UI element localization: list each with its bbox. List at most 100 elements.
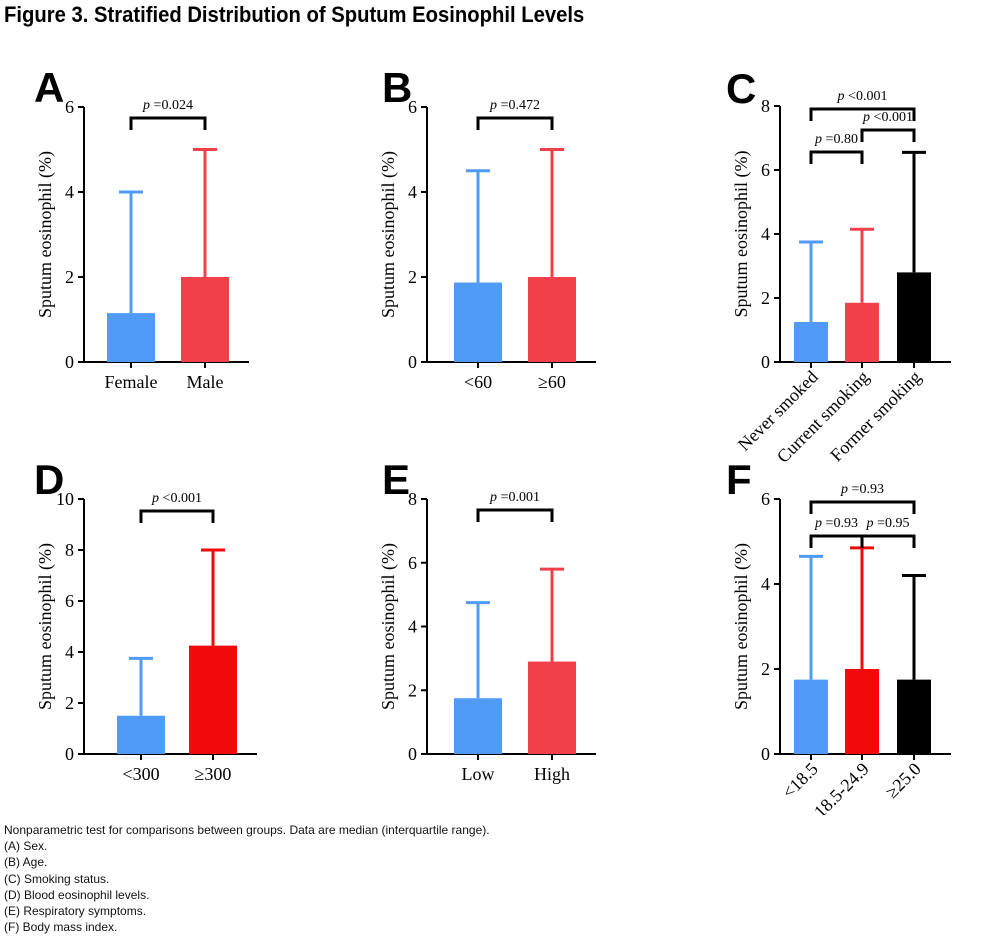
y-axis-label: Sputum eosinophil (%) xyxy=(731,151,752,318)
y-tick-label: 4 xyxy=(761,574,770,594)
y-tick-label: 2 xyxy=(761,659,770,679)
p-value-label: p =0.80 xyxy=(814,132,858,147)
y-axis-label: Sputum eosinophil (%) xyxy=(731,543,752,710)
p-value-label: p <0.001 xyxy=(837,89,888,104)
p-value: =0.93 xyxy=(822,516,858,531)
x-tick-label: Female xyxy=(105,372,158,392)
footnote-f: (F) Body mass index. xyxy=(4,920,118,935)
x-tick-label: Current smoking xyxy=(773,367,873,467)
y-tick-label: 6 xyxy=(408,97,417,117)
significance-bracket xyxy=(809,150,864,164)
y-tick-label: 0 xyxy=(408,352,417,372)
y-tick-label: 0 xyxy=(65,352,74,372)
bar xyxy=(107,313,155,362)
y-axis-label: Sputum eosinophil (%) xyxy=(35,543,56,710)
p-value-label: p <0.001 xyxy=(151,491,202,506)
p-value: <0.001 xyxy=(845,89,888,104)
bar xyxy=(845,669,879,754)
y-tick-label: 6 xyxy=(761,489,770,509)
significance-bracket xyxy=(809,534,864,548)
x-tick-label: ≥25.0 xyxy=(881,759,924,802)
significance-bracket xyxy=(476,116,554,130)
panel-e: E 0 2 4 6 8 Sputum eosinophil (%) Low High p =0.0… xyxy=(378,456,596,784)
footnote-d: (D) Blood eosinophil levels. xyxy=(4,887,150,902)
x-tick-label: Male xyxy=(187,372,224,392)
p-symbol: p xyxy=(142,98,150,113)
panel-letter: A xyxy=(34,64,64,111)
p-value: =0.95 xyxy=(874,516,910,531)
p-symbol: p xyxy=(489,490,497,505)
significance-bracket xyxy=(860,534,916,548)
y-tick-label: 10 xyxy=(56,489,74,509)
y-axis-label: Sputum eosinophil (%) xyxy=(378,543,399,710)
y-tick-label: 0 xyxy=(761,352,770,372)
y-tick-label: 0 xyxy=(408,744,417,764)
y-tick-label: 2 xyxy=(408,680,417,700)
significance-bracket xyxy=(476,508,554,522)
x-tick-label: High xyxy=(534,764,570,784)
bar xyxy=(181,277,229,362)
bar xyxy=(528,661,576,754)
bar xyxy=(794,322,828,362)
bar xyxy=(189,645,237,754)
p-value-label: p =0.93 xyxy=(840,482,884,497)
p-value: <0.001 xyxy=(870,110,913,125)
y-axis-label: Sputum eosinophil (%) xyxy=(378,151,399,318)
x-tick-label: <300 xyxy=(122,764,159,784)
y-tick-label: 4 xyxy=(65,642,74,662)
x-tick-label: 18.5-24.9 xyxy=(810,759,873,815)
p-value: =0.024 xyxy=(150,98,193,113)
p-symbol: p xyxy=(814,132,822,147)
footnote-b: (B) Age. xyxy=(4,855,48,870)
bar xyxy=(117,715,165,754)
p-value: =0.93 xyxy=(848,482,884,497)
y-tick-label: 2 xyxy=(761,288,770,308)
p-value: =0.472 xyxy=(497,98,540,113)
p-symbol: p xyxy=(489,98,497,113)
panel-f: F 0 2 4 6 Sputum eosinophil (%) <18.518.5-24.9… xyxy=(726,456,951,815)
panel-d: D 0 2 4 6 8 10 Sputum eosinophil (%) <300 ≥300 p <… xyxy=(34,456,257,784)
panel-letter: C xyxy=(726,65,756,112)
p-value: <0.001 xyxy=(159,491,202,506)
y-tick-label: 8 xyxy=(408,489,417,509)
bar xyxy=(897,679,931,754)
y-tick-label: 6 xyxy=(761,160,770,180)
y-tick-label: 4 xyxy=(65,182,74,202)
y-tick-label: 4 xyxy=(408,617,417,637)
footnote-e: (E) Respiratory symptoms. xyxy=(4,904,147,919)
x-tick-label: ≥60 xyxy=(538,372,566,392)
significance-bracket xyxy=(139,509,215,523)
p-symbol: p xyxy=(866,516,874,531)
x-tick-label: Former smoking xyxy=(826,367,925,466)
y-tick-label: 8 xyxy=(65,540,74,560)
y-tick-label: 4 xyxy=(408,182,417,202)
y-tick-label: 6 xyxy=(408,553,417,573)
p-value: =0.80 xyxy=(822,132,858,147)
p-value-label: p =0.95 xyxy=(866,516,910,531)
p-symbol: p xyxy=(840,482,848,497)
significance-bracket xyxy=(129,116,207,130)
y-tick-label: 8 xyxy=(761,96,770,116)
figure-footnotes: Nonparametric test for comparisons betwe… xyxy=(4,822,490,935)
footnote-method: Nonparametric test for comparisons betwe… xyxy=(4,823,490,837)
x-tick-label: Low xyxy=(462,764,495,784)
p-value-label: p =0.472 xyxy=(489,98,540,113)
y-tick-label: 6 xyxy=(65,591,74,611)
y-tick-label: 4 xyxy=(761,224,770,244)
bar xyxy=(454,282,502,362)
footnote-a: (A) Sex. xyxy=(4,839,48,854)
figure-canvas: A 0 2 4 6 Sputum eosinophil (%) Female Male p =0… xyxy=(34,64,951,815)
panel-letter: B xyxy=(382,64,412,111)
x-tick-label: <18.5 xyxy=(778,759,822,803)
p-value-label: p <0.001 xyxy=(862,110,913,125)
x-tick-label: <60 xyxy=(464,372,492,392)
y-tick-label: 0 xyxy=(65,744,74,764)
panel-letter: D xyxy=(34,456,64,503)
panel-letter: E xyxy=(382,456,410,503)
p-symbol: p xyxy=(814,516,822,531)
footnote-c: (C) Smoking status. xyxy=(4,871,110,886)
bar xyxy=(845,302,879,362)
panel-a: A 0 2 4 6 Sputum eosinophil (%) Female Male p =0… xyxy=(34,64,249,392)
significance-bracket xyxy=(809,107,916,121)
